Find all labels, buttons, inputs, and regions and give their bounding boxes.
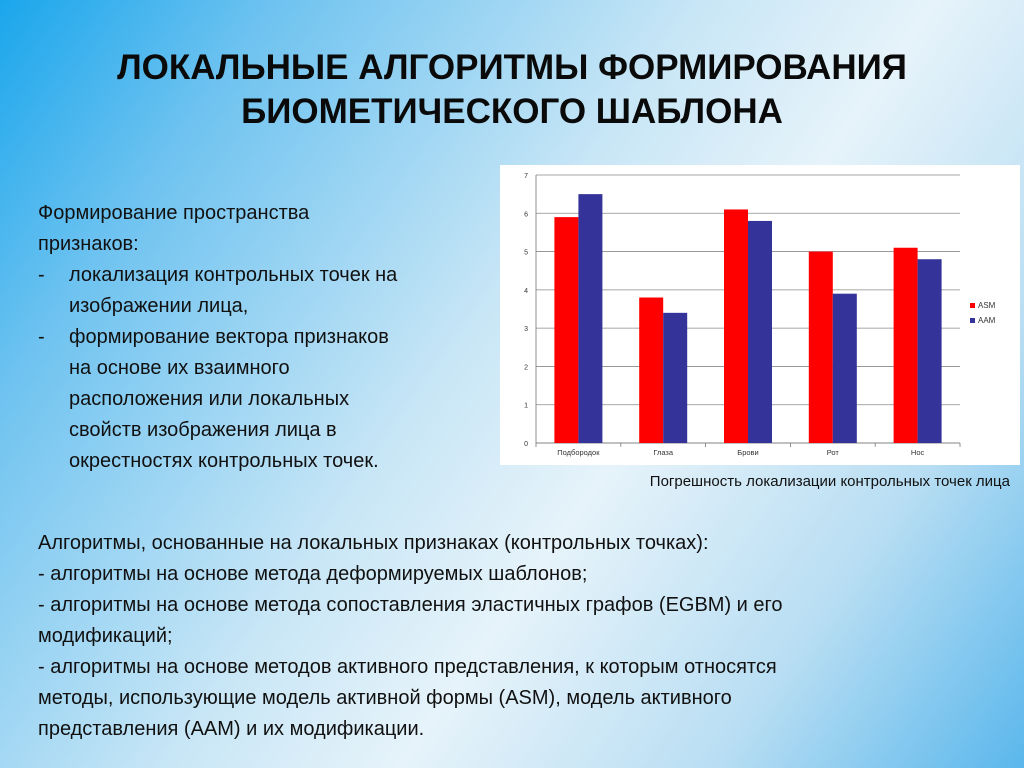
legend-label-aam: AAM — [978, 316, 996, 325]
legend-swatch-aam — [970, 318, 975, 323]
bar-aam-3 — [832, 293, 857, 443]
list-item-line: формирование вектора признаков — [69, 326, 389, 348]
y-tick-label: 4 — [524, 288, 528, 295]
x-tick-label: Рот — [827, 448, 840, 457]
bar-aam-0 — [578, 194, 603, 443]
list-item-line: свойств изображения лица в — [69, 419, 337, 441]
algorithms-line: - алгоритмы на основе метода сопоставлен… — [38, 594, 783, 616]
y-tick-label: 0 — [524, 441, 528, 448]
bar-asm-4 — [893, 247, 918, 443]
slide-title-line-1: ЛОКАЛЬНЫЕ АЛГОРИТМЫ ФОРМИРОВАНИЯ — [117, 48, 907, 87]
legend-label-asm: ASM — [978, 301, 996, 310]
slide-title: ЛОКАЛЬНЫЕ АЛГОРИТМЫ ФОРМИРОВАНИЯ БИОМЕТИ… — [0, 46, 1024, 134]
algorithms-line: представления (AAM) и их модификации. — [38, 718, 425, 740]
y-tick-label: 7 — [524, 173, 528, 180]
feature-space-heading-line-2: признаков: — [38, 233, 139, 255]
legend-swatch-asm — [970, 303, 975, 308]
algorithms-line: Алгоритмы, основанные на локальных призн… — [38, 532, 709, 554]
y-tick-label: 1 — [524, 403, 528, 410]
algorithms-line: - алгоритмы на основе метода деформируем… — [38, 563, 588, 585]
feature-space-list: - локализация контрольных точек на изобр… — [38, 260, 498, 477]
list-item-line: изображении лица, — [69, 295, 249, 317]
x-tick-label: Подбородок — [557, 448, 600, 457]
bar-aam-4 — [917, 259, 942, 443]
y-tick-label: 2 — [524, 364, 528, 371]
bar-asm-2 — [724, 209, 748, 443]
x-tick-label: Нос — [911, 448, 925, 457]
list-item-line: расположения или локальных — [69, 388, 350, 410]
x-tick-label: Брови — [737, 448, 758, 457]
list-dash: - — [38, 326, 45, 348]
list-item: - формирование вектора признаков на осно… — [38, 322, 498, 477]
y-tick-label: 3 — [524, 326, 528, 333]
bar-asm-1 — [639, 297, 664, 443]
feature-space-heading-line-1: Формирование пространства — [38, 202, 310, 224]
list-item-line: на основе их взаимного — [69, 357, 290, 379]
bar-asm-0 — [554, 217, 579, 443]
list-dash: - — [38, 264, 45, 286]
algorithms-line: - алгоритмы на основе методов активного … — [38, 656, 777, 678]
bar-aam-2 — [748, 220, 772, 443]
list-item: - локализация контрольных точек на изобр… — [38, 260, 498, 322]
slide-title-line-2: БИОМЕТИЧЕСКОГО ШАБЛОНА — [241, 92, 783, 131]
list-item-line: окрестностях контрольных точек. — [69, 450, 379, 472]
bar-asm-3 — [808, 251, 833, 443]
chart-container: 0 1 2 3 4 5 6 7 Подбородок Глаза Брови Рот Нос ASM AAM — [500, 165, 1020, 465]
x-tick-label: Глаза — [653, 448, 674, 457]
algorithms-description: Алгоритмы, основанные на локальных призн… — [38, 528, 998, 745]
bar-aam-1 — [663, 312, 688, 443]
feature-space-description: Формирование пространства признаков: - л… — [38, 198, 498, 477]
chart-caption: Погрешность локализации контрольных точе… — [649, 473, 1010, 490]
list-item-line: локализация контрольных точек на — [69, 264, 398, 286]
algorithms-line: методы, использующие модель активной фор… — [38, 687, 732, 709]
localization-error-chart: 0 1 2 3 4 5 6 7 Подбородок Глаза Брови Рот Нос ASM AAM — [500, 165, 1020, 465]
y-tick-label: 5 — [524, 250, 528, 257]
y-tick-label: 6 — [524, 211, 528, 218]
algorithms-line: модификаций; — [38, 625, 173, 647]
